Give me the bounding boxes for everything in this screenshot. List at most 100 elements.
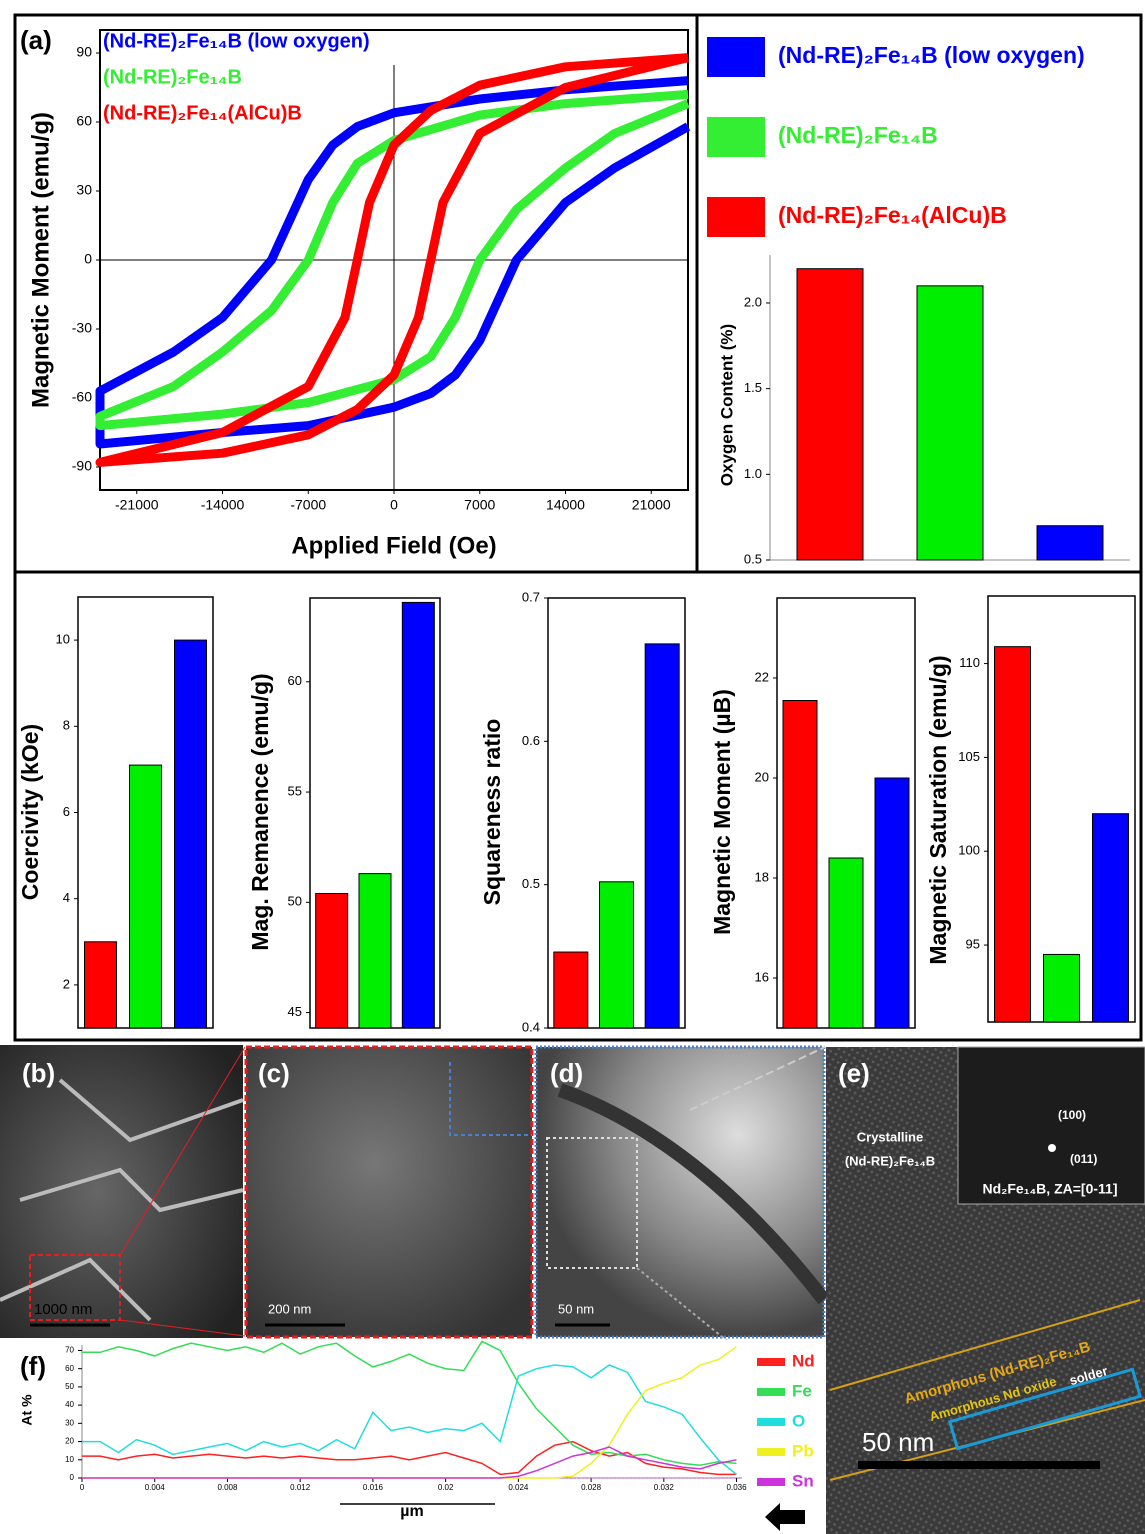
legend-swatch [707,37,765,77]
bar [797,269,863,560]
y-tick-label: 1.5 [744,380,762,395]
y-tick-label: 2.0 [744,294,762,309]
y-tick-label: 10 [56,632,70,647]
bar [829,858,863,1028]
y-tick-label: 60 [76,113,92,129]
x-tick-label: 0.008 [217,1483,238,1492]
y-tick-label: 60 [65,1364,74,1373]
y-tick-label: 90 [76,44,92,60]
legend-label: (Nd-RE)₂Fe₁₄B (low oxygen) [778,42,1085,68]
x-tick-label: 0 [390,497,398,513]
legend-swatch [757,1358,785,1366]
y-axis-label: Oxygen Content (%) [717,324,736,486]
panel-label: (d) [550,1058,583,1088]
y-tick-label: 100 [958,843,980,858]
legend-label: Pb [792,1441,814,1460]
y-axis-label: Squareness ratio [479,719,505,906]
x-tick-label: -14000 [201,497,245,513]
y-axis-label: Coercivity (kOe) [17,724,43,900]
y-tick-label: 0.7 [522,589,540,604]
y-tick-label: 20 [65,1437,74,1446]
scale-label: 50 nm [862,1427,934,1457]
y-tick-label: 0 [70,1473,75,1482]
bar [402,602,434,1028]
y-tick-label: 70 [65,1346,74,1355]
image-c [246,1047,532,1337]
bar [130,765,162,1028]
legend-label: Sn [792,1471,814,1490]
bar [1037,526,1103,560]
x-axis-label: µm [400,1503,423,1520]
y-tick-label: 95 [966,936,980,951]
bar [359,874,391,1028]
y-tick-label: 30 [76,182,92,198]
bar [600,882,634,1028]
y-tick-label: 0.5 [522,876,540,891]
y-tick-label: 1.0 [744,466,762,481]
x-axis-label: Applied Field (Oe) [291,532,496,559]
bar [917,286,983,560]
y-tick-label: 60 [288,673,302,688]
legend-label: (Nd-RE)₂Fe₁₄(AlCu)B [778,202,1007,228]
zone-label: Nd₂Fe₁₄B, ZA=[0-11] [983,1181,1118,1197]
legend-swatch [707,197,765,237]
y-tick-label: 10 [65,1455,74,1464]
bar [875,778,909,1028]
legend-swatch [707,117,765,157]
y-tick-label: 105 [958,749,980,764]
x-tick-label: 0.016 [363,1483,384,1492]
x-tick-label: 0.004 [145,1483,166,1492]
y-tick-label: 50 [65,1382,74,1391]
y-tick-label: 110 [959,655,980,670]
legend-label: Nd [792,1351,815,1370]
x-tick-label: -21000 [115,497,159,513]
legend-label: (Nd-RE)₂Fe₁₄B [778,122,938,148]
panel-label: (a) [20,25,52,55]
phase-label: Crystalline [857,1129,923,1144]
y-tick-label: 0.5 [744,551,762,566]
y-tick-label: 6 [63,804,70,819]
bar [783,701,817,1029]
bar [85,942,117,1028]
legend-swatch [757,1418,785,1426]
legend-label: Fe [792,1381,812,1400]
y-tick-label: -60 [72,389,92,405]
bar [1044,954,1080,1022]
y-tick-label: 45 [288,1004,302,1019]
bar [175,640,207,1028]
x-tick-label: 7000 [464,497,495,513]
phase-label: (Nd-RE)₂Fe₁₄B [845,1153,935,1168]
x-tick-label: 0.028 [581,1483,602,1492]
x-tick-label: 0.032 [654,1483,675,1492]
x-tick-label: 0.012 [290,1483,311,1492]
scale-label: 200 nm [268,1301,311,1316]
y-tick-label: -30 [72,320,92,336]
legend-label: (Nd-RE)₂Fe₁₄(AlCu)B [103,102,302,124]
y-tick-label: 0.4 [522,1019,540,1034]
y-tick-label: 55 [288,783,302,798]
plane-label: (100) [1058,1108,1086,1122]
bar [316,893,348,1028]
scale-label: 1000 nm [34,1301,92,1318]
y-tick-label: 40 [65,1400,74,1409]
bar [1093,814,1129,1022]
y-tick-label: 2 [63,976,70,991]
x-tick-label: 0.02 [438,1483,454,1492]
legend-label: (Nd-RE)₂Fe₁₄B [103,66,242,88]
x-tick-label: 0.024 [508,1483,529,1492]
y-tick-label: 22 [755,669,769,684]
x-tick-label: 14000 [546,497,585,513]
panel-label: (b) [22,1058,55,1088]
legend-swatch [757,1448,785,1456]
legend-swatch [757,1478,785,1486]
y-axis-label: Magnetic Moment (µB) [709,689,735,935]
y-axis-label: Magnetic Saturation (emu/g) [925,655,951,964]
y-tick-label: 8 [63,718,70,733]
plane-label: (011) [1070,1152,1097,1166]
y-tick-label: 18 [755,869,769,884]
fft-spot [1048,1144,1056,1152]
x-tick-label: -7000 [290,497,326,513]
x-tick-label: 21000 [632,497,671,513]
x-tick-label: 0.036 [727,1483,748,1492]
figure: (b) 1000 nm (c) 200 nm (d) 50 nm (e) Cry… [0,0,1145,1534]
